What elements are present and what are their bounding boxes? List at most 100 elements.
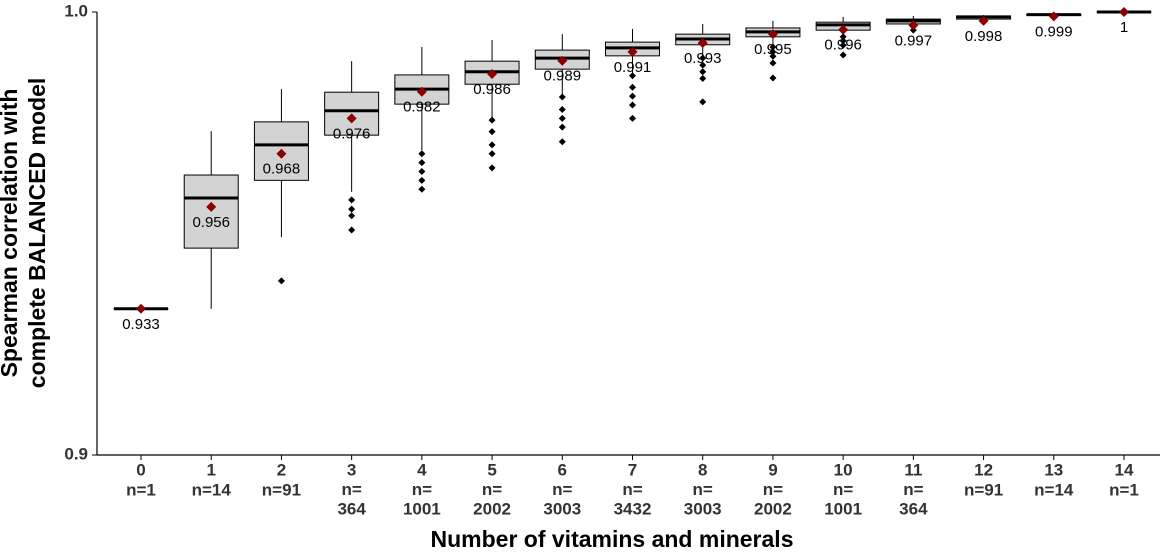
outlier: [839, 51, 847, 59]
x-tick-label: 12: [974, 460, 993, 479]
mean-label: 0.986: [473, 81, 511, 98]
outlier: [558, 105, 566, 113]
outlier: [348, 205, 356, 213]
outlier: [629, 83, 636, 91]
outlier: [488, 128, 496, 136]
outlier: [839, 33, 847, 41]
outlier: [488, 116, 496, 124]
mean: [767, 29, 778, 40]
x-tick-label: 3: [347, 460, 356, 479]
mean: [557, 55, 568, 66]
outlier: [699, 98, 707, 106]
y-tick-label: 1.0: [64, 1, 88, 20]
n-label: n= 3003: [684, 480, 722, 519]
outlier: [699, 68, 707, 76]
mean-label: 0.933: [122, 316, 160, 333]
mean-label: 0.968: [263, 161, 301, 178]
mean: [1048, 11, 1059, 22]
outlier: [418, 159, 426, 167]
x-tick-label: 5: [487, 460, 496, 479]
n-label: n=91: [964, 480, 1003, 499]
outlier: [418, 167, 426, 175]
mean: [206, 201, 217, 212]
mean: [908, 20, 919, 31]
outlier: [558, 93, 566, 101]
x-tick-label: 10: [834, 460, 853, 479]
mean-label: 0.995: [754, 41, 792, 58]
x-axis-title: Number of vitamins and minerals: [431, 526, 794, 552]
n-label: n=14: [1034, 480, 1074, 499]
mean-label: 0.996: [824, 37, 862, 54]
mean-label: 0.989: [544, 68, 582, 85]
n-label: n= 364: [899, 480, 928, 519]
outlier: [769, 52, 777, 60]
mean: [978, 15, 989, 26]
box: [253, 121, 309, 181]
n-label: n= 1001: [403, 480, 441, 519]
x-tick-label: 7: [628, 460, 637, 479]
mean-label: 0.991: [614, 59, 652, 76]
n-label: n= 1001: [824, 480, 862, 519]
mean-label: 0.993: [684, 50, 722, 67]
x-tick-label: 9: [768, 460, 777, 479]
mean: [1119, 7, 1129, 17]
x-tick-label: 4: [417, 460, 427, 479]
n-label: n= 3432: [614, 480, 652, 519]
outlier: [769, 59, 777, 67]
mean-label: 1: [1120, 19, 1128, 36]
outlier: [558, 138, 566, 146]
mean: [697, 38, 708, 49]
outlier: [769, 48, 777, 56]
mean-label: 0.982: [403, 99, 441, 116]
outlier: [488, 164, 496, 172]
outlier: [418, 185, 426, 193]
mean: [487, 69, 498, 80]
x-tick-label: 2: [277, 460, 286, 479]
x-tick-label: 6: [558, 460, 567, 479]
outlier: [488, 150, 496, 158]
x-tick-label: 13: [1044, 460, 1063, 479]
mean: [276, 148, 287, 159]
outlier: [418, 176, 426, 184]
mean: [627, 46, 638, 57]
outlier: [629, 114, 636, 122]
mean: [136, 303, 146, 314]
outlier: [348, 226, 356, 234]
outlier: [769, 43, 777, 51]
outlier: [629, 72, 636, 80]
mean-label: 0.998: [965, 28, 1003, 45]
n-label: n= 364: [337, 480, 366, 519]
y-axis-title-line: Spearman correlation with: [0, 89, 22, 378]
outlier: [558, 123, 566, 131]
n-label: n=1: [126, 480, 156, 499]
outlier: [699, 54, 707, 62]
y-tick-label: 0.9: [64, 444, 88, 463]
outlier: [629, 101, 636, 109]
outlier: [277, 277, 285, 285]
mean-label: 0.999: [1035, 23, 1073, 40]
n-label: n=91: [262, 480, 301, 499]
mean-label: 0.956: [192, 214, 230, 231]
n-label: n=14: [192, 480, 232, 499]
mean-label: 0.976: [333, 125, 371, 142]
x-tick-label: 1: [206, 460, 215, 479]
outlier: [699, 61, 707, 69]
outlier: [839, 41, 847, 49]
x-tick-label: 14: [1115, 460, 1134, 479]
outlier: [699, 74, 707, 82]
outlier: [348, 212, 356, 220]
outlier: [769, 74, 777, 82]
n-label: n=1: [1109, 480, 1139, 499]
n-label: n= 2002: [754, 480, 792, 519]
mean-label: 0.997: [895, 32, 933, 49]
y-axis-title-line: complete BALANCED model: [24, 78, 50, 389]
x-tick-label: 11: [904, 460, 922, 479]
outlier: [839, 37, 847, 45]
x-tick-label: 8: [698, 460, 707, 479]
y-axis-title: Spearman correlation withcomplete BALANC…: [0, 78, 50, 389]
outlier: [629, 92, 636, 100]
mean: [838, 24, 849, 35]
mean: [346, 113, 357, 124]
x-tick-label: 0: [136, 460, 145, 479]
